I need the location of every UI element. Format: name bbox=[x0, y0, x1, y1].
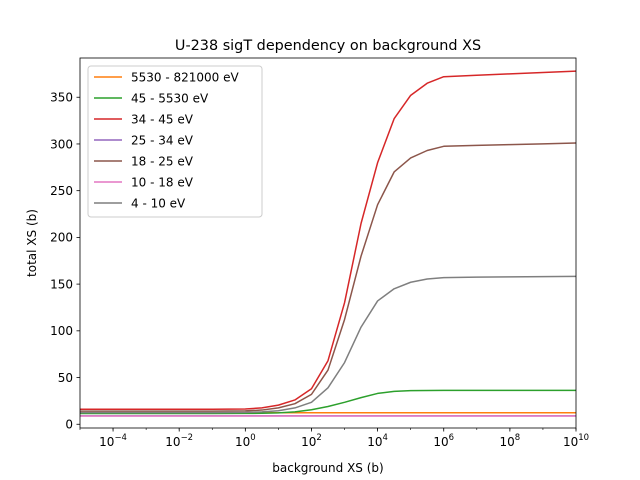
legend-label-5: 10 - 18 eV bbox=[131, 175, 194, 189]
y-tick-label: 100 bbox=[50, 324, 73, 338]
x-tick-label-base: 10 bbox=[235, 435, 250, 449]
x-tick-label-exponent: 10 bbox=[578, 433, 589, 443]
y-tick-label: 150 bbox=[50, 277, 73, 291]
series-line-4 bbox=[80, 142, 577, 412]
y-tick-label: 0 bbox=[65, 418, 73, 432]
legend-label-2: 34 - 45 eV bbox=[131, 112, 194, 126]
x-tick-label-base: 10 bbox=[500, 435, 515, 449]
x-tick-label: 102 bbox=[301, 433, 322, 449]
x-tick-label-exponent: 6 bbox=[449, 433, 454, 443]
y-axis-ticks: 0 50 100 150 200 250 300 350 bbox=[50, 91, 80, 432]
x-tick-label-base: 10 bbox=[563, 435, 578, 449]
legend: 5530 - 821000 eV 45 - 5530 eV 34 - 45 eV 25… bbox=[87, 65, 263, 218]
x-tick-label: 106 bbox=[433, 433, 454, 449]
x-tick-label: 10−4 bbox=[99, 433, 127, 449]
chart-title: U-238 sigT dependency on background XS bbox=[175, 38, 481, 54]
x-tick-label-exponent: 4 bbox=[383, 433, 388, 443]
x-tick-label: 1010 bbox=[563, 433, 589, 449]
x-axis-label: background XS (b) bbox=[272, 461, 383, 475]
x-tick-label-exponent: 0 bbox=[250, 433, 255, 443]
legend-label-3: 25 - 34 eV bbox=[131, 133, 194, 147]
y-axis-label: total XS (b) bbox=[25, 209, 39, 277]
y-tick-label: 50 bbox=[58, 371, 73, 385]
x-tick-label-base: 10 bbox=[99, 435, 114, 449]
series-line-6 bbox=[80, 275, 577, 414]
plot-lines bbox=[80, 70, 577, 417]
x-tick-label: 100 bbox=[235, 433, 256, 449]
legend-label-4: 18 - 25 eV bbox=[131, 154, 194, 168]
x-axis-ticks: 10−4 10−2 100 102 104 106 108 1010 bbox=[79, 428, 589, 449]
x-tick-label-base: 10 bbox=[433, 435, 448, 449]
y-tick-label: 250 bbox=[50, 184, 73, 198]
series-line-2 bbox=[80, 70, 577, 411]
y-tick-label: 350 bbox=[50, 91, 73, 105]
legend-label-6: 4 - 10 eV bbox=[131, 196, 186, 210]
x-tick-label: 104 bbox=[367, 433, 388, 449]
y-tick-label: 300 bbox=[50, 137, 73, 151]
x-tick-label: 10−2 bbox=[165, 433, 193, 449]
y-tick-label: 200 bbox=[50, 231, 73, 245]
x-tick-label-exponent: −4 bbox=[114, 433, 127, 443]
plot-frame bbox=[79, 57, 577, 429]
x-tick-label-base: 10 bbox=[165, 435, 180, 449]
x-tick-label-exponent: −2 bbox=[181, 433, 194, 443]
x-tick-label: 108 bbox=[500, 433, 521, 449]
legend-label-1: 45 - 5530 eV bbox=[131, 91, 209, 105]
legend-label-0: 5530 - 821000 eV bbox=[131, 70, 240, 84]
x-tick-label-exponent: 8 bbox=[515, 433, 520, 443]
x-tick-label-exponent: 2 bbox=[316, 433, 321, 443]
legend-box bbox=[87, 65, 263, 218]
series-line-1 bbox=[80, 389, 576, 415]
x-tick-label-base: 10 bbox=[301, 435, 316, 449]
x-tick-label-base: 10 bbox=[367, 435, 382, 449]
